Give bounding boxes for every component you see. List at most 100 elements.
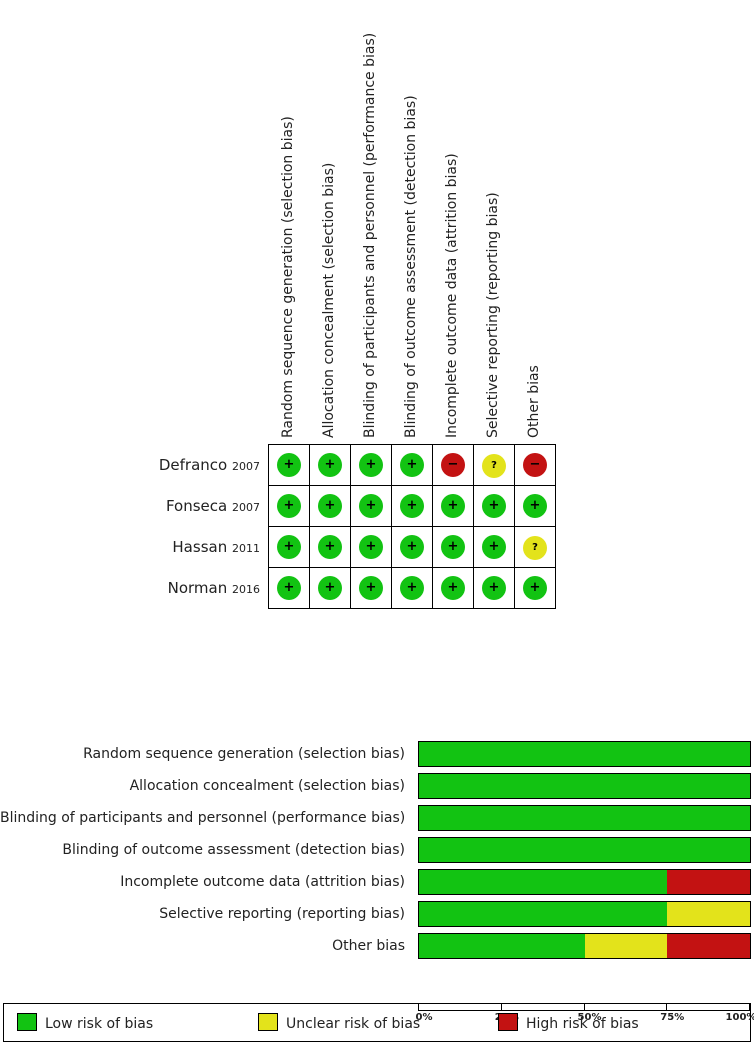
study-name: Defranco [158,456,228,474]
judgement-high-icon: − [441,453,465,477]
judgement-low-icon: + [277,535,301,559]
legend-label-unclear: Unclear risk of bias [286,1016,421,1032]
legend-item-high: High risk of bias [498,1013,639,1033]
judgement-low-icon: + [277,453,301,477]
grid-cell: − [432,444,474,486]
grid-cell: + [350,526,392,568]
x-tick-mark [749,1004,750,1010]
grid-cell: + [268,567,310,609]
grid-cell: + [391,485,433,527]
judgement-low-icon: + [441,535,465,559]
study-year: 2007 [232,501,260,514]
grid-cell: − [514,444,556,486]
grid-row-hassan: + + + + + +? [268,526,556,568]
x-axis-line [418,1010,750,1011]
bar-row-selective-reporting-reporting-bias [418,901,751,927]
judgement-low-icon: + [523,576,547,600]
judgement-low-icon: + [359,453,383,477]
grid-cell: + [391,567,433,609]
judgement-unclear-icon: ? [523,535,547,560]
bar-label-selective-reporting-reporting-bias: Selective reporting (reporting bias) [159,906,405,922]
bar-segment-unclear [667,902,750,926]
grid-row-norman: + + + + + + + [268,567,556,609]
bar-segment-low [419,742,750,766]
grid-cell: + [432,485,474,527]
legend-swatch-unclear [258,1013,278,1031]
grid-cell: + [309,444,351,486]
judgement-low-icon: + [359,576,383,600]
judgement-low-icon: + [482,535,506,559]
bar-segment-high [667,870,750,894]
grid-cell: + [350,567,392,609]
legend-item-low: Low risk of bias [17,1013,153,1033]
bar-row-blinding-of-participants-and-personnel-performance-bias [418,805,751,831]
rob-summary-grid: + + + + −? − + + + + + + + + + + + + +? + + + + + + + [268,444,556,609]
grid-cell: + [350,444,392,486]
legend-swatch-low [17,1013,37,1031]
judgement-low-icon: + [318,494,342,518]
judgement-low-icon: + [277,576,301,600]
grid-cell: + [268,444,310,486]
bar-segment-low [419,934,585,958]
bar-label-other-bias: Other bias [332,938,405,954]
bar-segment-low [419,774,750,798]
bar-segment-low [419,838,750,862]
bar-label-random-sequence-generation-selection-bias: Random sequence generation (selection bi… [83,746,405,762]
grid-cell: + [309,567,351,609]
grid-row-fonseca: + + + + + + + [268,485,556,527]
bar-row-other-bias [418,933,751,959]
study-year: 2016 [232,583,260,596]
judgement-low-icon: + [318,453,342,477]
judgement-low-icon: + [523,494,547,518]
grid-cell: + [391,444,433,486]
grid-cell: + [514,567,556,609]
study-label-norman: Norman 2016 [100,578,260,600]
grid-cell: + [432,567,474,609]
study-label-fonseca: Fonseca 2007 [100,496,260,518]
bar-segment-low [419,870,668,894]
judgement-low-icon: + [359,494,383,518]
judgement-high-icon: − [523,453,547,477]
judgement-low-icon: + [400,453,424,477]
x-tick-mark [583,1004,585,1010]
bar-segment-unclear [584,934,668,958]
legend-swatch-high [498,1013,518,1031]
legend-label-low: Low risk of bias [45,1016,154,1032]
study-name: Fonseca [165,497,228,515]
bar-label-incomplete-outcome-data-attrition-bias: Incomplete outcome data (attrition bias) [120,874,405,890]
bar-label-allocation-concealment-selection-bias: Allocation concealment (selection bias) [129,778,405,794]
x-tick-label: 50% [577,1012,602,1023]
study-label-defranco: Defranco 2007 [100,455,260,477]
grid-cell: ? [514,526,556,568]
grid-cell: + [432,526,474,568]
bar-segment-low [419,902,668,926]
bar-row-random-sequence-generation-selection-bias [418,741,751,767]
grid-cell: + [309,485,351,527]
grid-cell: + [473,567,515,609]
judgement-low-icon: + [482,576,506,600]
judgement-low-icon: + [359,535,383,559]
grid-cell: + [268,485,310,527]
x-tick-label: 100% [725,1012,754,1023]
judgement-low-icon: + [277,494,301,518]
grid-cell: + [514,485,556,527]
bar-label-blinding-of-participants-and-personnel-performance-bias: Blinding of participants and personnel (… [0,810,406,826]
study-name: Norman [167,579,228,597]
judgement-low-icon: + [400,494,424,518]
grid-cell: + [473,485,515,527]
x-tick-label: 0% [415,1012,433,1023]
judgement-low-icon: + [441,576,465,600]
bar-segment-high [667,934,750,958]
study-name: Hassan [172,538,228,556]
study-year: 2007 [232,460,260,473]
legend: Low risk of bias Unclear risk of bias Hi… [3,1003,751,1042]
bar-label-blinding-of-outcome-assessment-detection-bias: Blinding of outcome assessment (detectio… [62,842,405,858]
study-label-hassan: Hassan 2011 [100,537,260,559]
judgement-unclear-icon: ? [482,453,506,478]
grid-cell: + [268,526,310,568]
judgement-low-icon: + [400,576,424,600]
judgement-low-icon: + [482,494,506,518]
judgement-low-icon: + [318,535,342,559]
grid-row-defranco: + + + + −? − [268,444,556,486]
x-tick-mark [500,1004,502,1010]
